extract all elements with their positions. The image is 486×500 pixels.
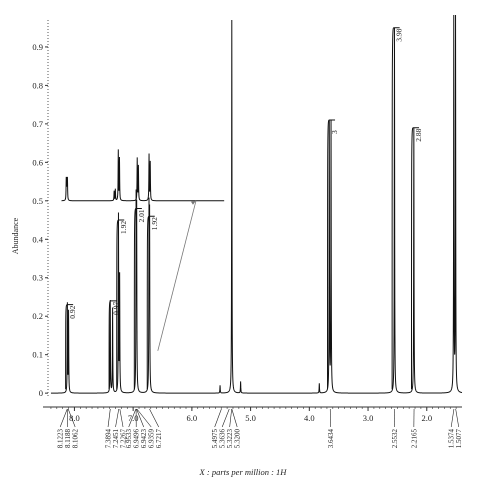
y-axis: 0 0.1 0.2 0.3 0.4 0.5 0.6 0.7 0.8 0.9	[32, 20, 49, 398]
peak-label-leader	[107, 408, 111, 428]
integration-curve	[146, 215, 155, 390]
x-tick-label: 7.0	[128, 413, 139, 423]
peak-label: 5.3200	[234, 429, 242, 449]
peak-label: 7.2451	[112, 429, 120, 449]
integration-curves: 0.92 0.97 1.92 2.01 1.92 3 3.98 2.88	[65, 27, 423, 390]
peak-label-leader	[221, 408, 230, 428]
peak-label: 5.3223	[226, 429, 234, 449]
integration-value: 2.88	[414, 128, 423, 141]
x-axis: 8.0 7.0 6.0 5.0 4.0 3.0 2.0	[43, 406, 462, 423]
peak-label: 6.9423	[140, 429, 148, 449]
y-tick-label: 0.2	[32, 311, 43, 321]
peak-labels: 8.1223 8.1188 8.1062 7.3894 7.2451 7.22676.95…	[57, 408, 463, 449]
peak-label-leader	[455, 408, 459, 428]
peak-label-leader	[136, 408, 144, 428]
peak-label-leader	[450, 408, 455, 428]
peak-label: 8.1188	[64, 429, 72, 448]
x-tick-label: 8.0	[69, 413, 80, 423]
x-tick-label: 2.0	[421, 413, 432, 423]
integration-value: 0.92	[68, 305, 77, 318]
peak-label: 2.5532	[391, 429, 399, 449]
y-tick-label: 0.1	[32, 350, 43, 360]
y-tick-label: 0.6	[32, 157, 43, 167]
y-tick-label: 0.9	[32, 42, 43, 52]
integration-value: 3	[330, 130, 339, 134]
integration-value: 1.92	[150, 217, 159, 230]
y-tick-label: 0.3	[32, 273, 43, 283]
peak-label: 6.9496	[133, 429, 141, 449]
peak-label: 6.9359	[148, 429, 156, 449]
peak-label: 5.4975	[211, 429, 219, 449]
x-tick-label: 4.0	[304, 413, 315, 423]
x-tick-label: 5.0	[245, 413, 256, 423]
peak-label: 1.5374	[448, 429, 456, 449]
peak-label-leader	[231, 408, 238, 428]
x-tick-label: 6.0	[187, 413, 198, 423]
x-axis-title: X : parts per million : 1H	[199, 467, 287, 477]
peak-label-leader	[119, 408, 124, 428]
peak-label-leader	[149, 408, 159, 428]
peak-label: 8.1223	[57, 429, 65, 449]
peak-label-leader	[67, 408, 76, 428]
peak-label-leader	[59, 408, 68, 428]
spectrum-traces	[50, 14, 463, 394]
peak-label-leader	[229, 408, 232, 428]
y-tick-label: 0.8	[32, 80, 43, 90]
integration-curve	[391, 27, 400, 390]
integration-curve	[116, 219, 125, 390]
y-tick-label: 0	[39, 388, 43, 398]
integration-curve	[65, 304, 74, 390]
peak-label: 6.9533	[125, 429, 133, 449]
peak-label: 7.2267	[120, 429, 128, 449]
integration-curve	[108, 300, 117, 390]
integration-value: 0.97	[112, 301, 121, 314]
peak-label: 5.3636	[219, 429, 227, 449]
inset-spectrum-line	[61, 149, 225, 202]
integration-value: 2.01	[137, 209, 146, 222]
inset-arrow-head	[190, 200, 196, 205]
peak-label: 3.6434	[327, 429, 335, 449]
peak-label: 7.3894	[105, 429, 113, 449]
y-tick-label: 0.5	[32, 196, 43, 206]
peak-label: 6.7217	[155, 429, 163, 449]
peak-label: 8.1062	[72, 429, 80, 449]
y-tick-label: 0.4	[32, 234, 43, 244]
peak-label: 1.5077	[455, 429, 463, 449]
integration-curve	[133, 208, 142, 390]
integration-value: 3.98	[395, 28, 404, 41]
y-axis-title: Abundance	[11, 217, 20, 254]
peak-label: 2.2165	[410, 429, 418, 449]
x-tick-label: 3.0	[363, 413, 374, 423]
peak-label-leader	[136, 408, 152, 428]
integration-value: 1.92	[119, 221, 128, 234]
inset-arrow-line	[157, 200, 197, 351]
y-tick-label: 0.7	[32, 119, 43, 129]
peak-label-leader	[214, 408, 222, 428]
spectrum-line	[50, 14, 463, 394]
peak-label-leader	[115, 408, 120, 428]
peak-label-leader	[128, 408, 137, 428]
integration-curve	[327, 119, 336, 390]
integration-curve	[410, 127, 420, 390]
